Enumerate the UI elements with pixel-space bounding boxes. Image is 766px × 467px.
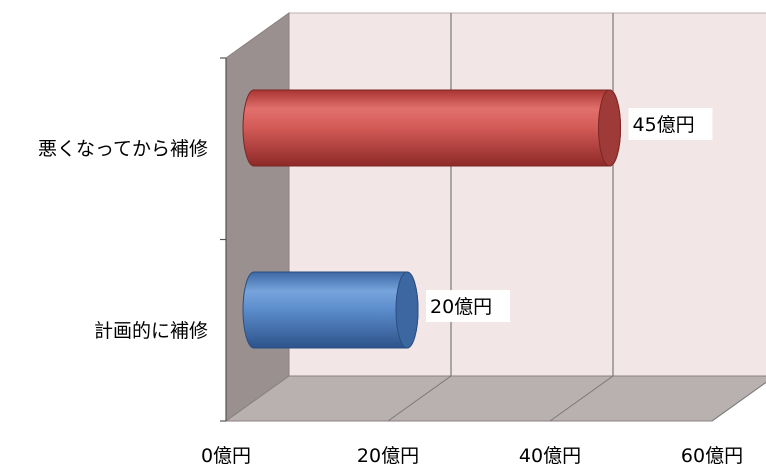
floor-gridline	[549, 375, 614, 422]
category-label: 計画的に補修	[94, 320, 208, 342]
floor	[224, 375, 766, 422]
data-label-box	[628, 108, 713, 140]
bar-body	[242, 271, 419, 349]
floor-gridline	[387, 375, 452, 422]
x-tick-label: 40億円	[519, 445, 581, 467]
bar	[242, 89, 621, 167]
data-label-box	[426, 290, 510, 322]
x-tick-label: 0億円	[201, 445, 251, 467]
bar-end-cap	[395, 271, 419, 349]
bar-end-cap	[598, 89, 621, 167]
data-label: 20億円	[430, 296, 492, 318]
x-tick-label: 60億円	[681, 445, 743, 467]
data-label: 45億円	[633, 114, 695, 136]
side-wall	[225, 12, 290, 422]
floor-gridline	[711, 381, 766, 422]
x-tick-label: 20億円	[357, 445, 419, 467]
bar-body	[242, 89, 621, 167]
category-label: 悪くなってから補修	[38, 138, 208, 160]
bar	[242, 271, 419, 349]
